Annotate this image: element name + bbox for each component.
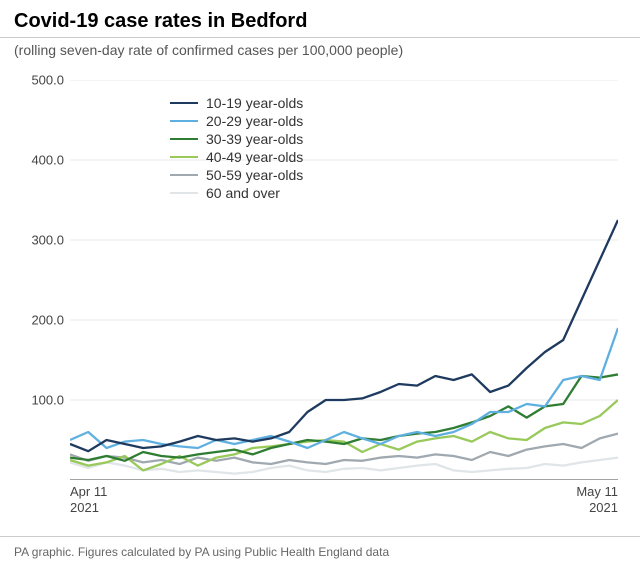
y-tick-label: 300.0 bbox=[6, 233, 64, 248]
series-line bbox=[70, 220, 618, 451]
series-line bbox=[70, 434, 618, 464]
legend-label: 10-19 year-olds bbox=[206, 95, 303, 111]
legend-item: 50-59 year-olds bbox=[170, 167, 303, 183]
x-tick-label: Apr 112021 bbox=[70, 484, 107, 515]
legend-swatch bbox=[170, 120, 198, 122]
legend-item: 30-39 year-olds bbox=[170, 131, 303, 147]
legend-item: 40-49 year-olds bbox=[170, 149, 303, 165]
legend-label: 50-59 year-olds bbox=[206, 167, 303, 183]
legend-label: 60 and over bbox=[206, 185, 280, 201]
legend-swatch bbox=[170, 156, 198, 158]
legend: 10-19 year-olds 20-29 year-olds 30-39 year… bbox=[170, 95, 303, 203]
line-chart-svg bbox=[70, 80, 618, 480]
legend-swatch bbox=[170, 102, 198, 104]
title-divider bbox=[0, 37, 640, 38]
series-line bbox=[70, 328, 618, 448]
legend-label: 20-29 year-olds bbox=[206, 113, 303, 129]
y-tick-label: 200.0 bbox=[6, 313, 64, 328]
legend-item: 60 and over bbox=[170, 185, 303, 201]
legend-swatch bbox=[170, 174, 198, 176]
footer-divider bbox=[0, 536, 640, 537]
legend-label: 40-49 year-olds bbox=[206, 149, 303, 165]
chart-container: Covid-19 case rates in Bedford (rolling … bbox=[0, 0, 640, 567]
legend-item: 20-29 year-olds bbox=[170, 113, 303, 129]
y-tick-label: 100.0 bbox=[6, 393, 64, 408]
chart-title: Covid-19 case rates in Bedford bbox=[0, 0, 640, 37]
legend-label: 30-39 year-olds bbox=[206, 131, 303, 147]
legend-swatch bbox=[170, 192, 198, 194]
chart-subtitle: (rolling seven-day rate of confirmed cas… bbox=[0, 42, 640, 64]
y-tick-label: 500.0 bbox=[6, 73, 64, 88]
chart-footer: PA graphic. Figures calculated by PA usi… bbox=[14, 545, 389, 559]
plot-area bbox=[70, 80, 618, 480]
x-tick-label: May 112021 bbox=[564, 484, 618, 515]
y-tick-label: 400.0 bbox=[6, 153, 64, 168]
legend-item: 10-19 year-olds bbox=[170, 95, 303, 111]
legend-swatch bbox=[170, 138, 198, 140]
